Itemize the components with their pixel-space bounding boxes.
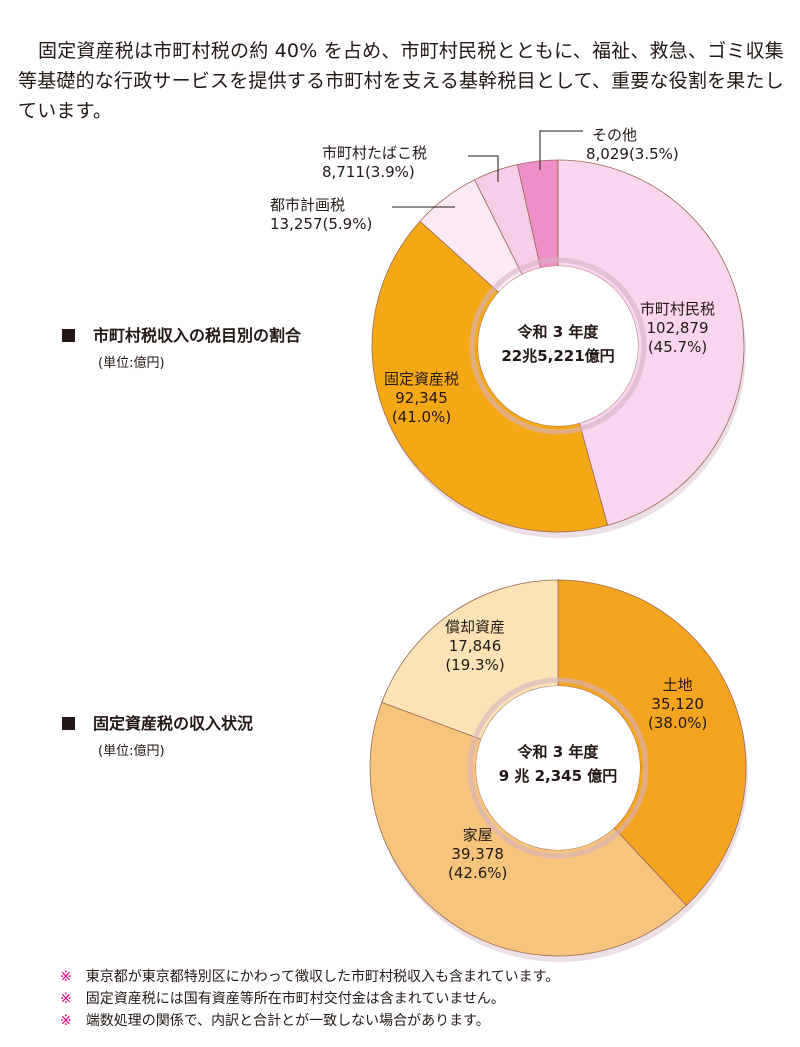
label-value: 35,120 <box>651 695 704 713</box>
chart2-unit: (単位:億円) <box>98 744 165 759</box>
label-value: 39,378 <box>451 845 504 863</box>
square-bullet-icon <box>62 329 75 342</box>
note-mark: ※ <box>60 991 72 1007</box>
label-name: 家屋 <box>462 826 493 844</box>
label-percent: (19.3%) <box>445 656 505 674</box>
label-value: 17,846 <box>448 637 502 655</box>
chart1-center-label: 令和 3 年度 22兆5,221億円 <box>478 320 638 368</box>
note-mark: ※ <box>60 969 72 985</box>
footnotes: ※ 東京都が東京都特別区にかわって徴収した市町村税収入も含まれています。 ※ 固定資… <box>60 966 559 1032</box>
label-name: 市町村たばこ税 <box>322 144 428 162</box>
chart2-total: 9 兆 2,345 億円 <box>498 767 618 785</box>
footnote-text: 東京都が東京都特別区にかわって徴収した市町村税収入も含まれています。 <box>85 969 560 985</box>
label-percent: (41.0%) <box>391 408 452 426</box>
footnote: ※ 端数処理の関係で、内訳と合計とが一致しない場合があります。 <box>60 1010 559 1032</box>
label-name: 都市計画税 <box>270 196 346 214</box>
chart2-inner-rim <box>467 677 649 859</box>
label-name: 固定資産税 <box>384 370 460 388</box>
label-name: 償却資産 <box>445 618 506 636</box>
chart2-hole <box>476 686 640 850</box>
chart1-title-text: 市町村税収入の税目別の割合 <box>93 326 302 345</box>
footnote-text: 端数処理の関係で、内訳と合計とが一致しない場合があります。 <box>85 1013 490 1029</box>
chart2-title: 固定資産税の収入状況 <box>62 710 253 734</box>
label-percent: (45.7%) <box>647 338 708 356</box>
slice-label-toshi-keikakuzei: 都市計画税 13,257(5.9%) <box>270 196 372 234</box>
slice-label-shichouson-minzei: 市町村民税 102,879 (45.7%) <box>640 300 715 357</box>
label-value: 8,029 <box>586 145 629 163</box>
label-name: その他 <box>592 126 638 144</box>
slice-label-kaoku: 家屋 39,378 (42.6%) <box>448 826 507 883</box>
intro-text: 固定資産税は市町村税の約 40% を占め、市町村民税とともに、福祉、救急、ゴミ収… <box>18 40 784 122</box>
chart2-title-text: 固定資産税の収入状況 <box>93 714 254 733</box>
slice-label-tabakozei: 市町村たばこ税 8,711(3.9%) <box>322 144 427 182</box>
label-percent: (38.0%) <box>648 714 708 732</box>
label-value: 13,257 <box>270 215 323 233</box>
chart1-slice-0 <box>557 159 745 526</box>
label-value: 92,345 <box>395 389 448 407</box>
label-percent: (42.6%) <box>448 864 508 882</box>
label-percent: (3.5%) <box>628 145 679 163</box>
chart2-center-label: 令和 3 年度 9 兆 2,345 億円 <box>478 740 638 788</box>
slice-label-kotei-shisanzei: 固定資産税 92,345 (41.0%) <box>384 370 459 427</box>
footnote-text: 固定資産税には国有資産等所在市町村交付金は含まれていません。 <box>85 991 505 1007</box>
note-mark: ※ <box>60 1013 72 1029</box>
label-value: 102,879 <box>646 319 709 337</box>
slice-label-sonota: その他 8,029(3.5%) <box>586 126 679 164</box>
chart1-hole <box>478 266 638 426</box>
label-value: 8,711 <box>322 163 365 181</box>
chart1-total: 22兆5,221億円 <box>501 347 615 365</box>
chart1-year: 令和 3 年度 <box>517 323 599 341</box>
label-name: 市町村民税 <box>640 300 716 318</box>
chart2-year: 令和 3 年度 <box>517 743 599 761</box>
label-percent: (5.9%) <box>322 215 373 233</box>
footnote: ※ 東京都が東京都特別区にかわって徴収した市町村税収入も含まれています。 <box>60 966 559 988</box>
slice-label-tochi: 土地 35,120 (38.0%) <box>648 676 707 733</box>
label-percent: (3.9%) <box>364 163 415 181</box>
chart1-title: 市町村税収入の税目別の割合 <box>62 322 301 346</box>
footnote: ※ 固定資産税には国有資産等所在市町村交付金は含まれていません。 <box>60 988 559 1010</box>
chart1-unit: (単位:億円) <box>98 356 165 371</box>
chart1-inner-rim <box>469 257 647 435</box>
label-name: 土地 <box>662 676 693 694</box>
square-bullet-icon <box>62 717 75 730</box>
slice-label-shoukyaku-shisan: 償却資産 17,846 (19.3%) <box>445 618 505 675</box>
leader-line-1 <box>468 155 499 182</box>
leader-line-2 <box>539 130 583 170</box>
